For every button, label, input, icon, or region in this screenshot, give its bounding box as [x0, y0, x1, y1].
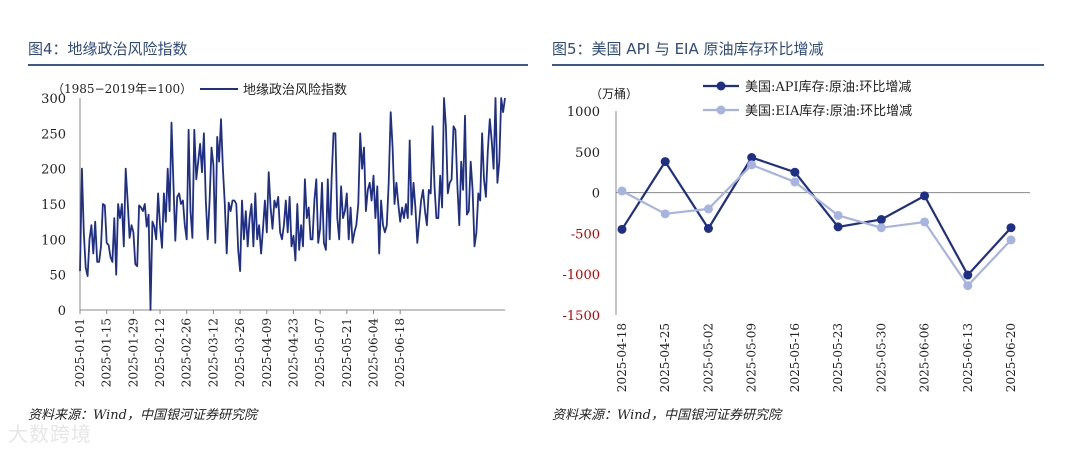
left-x-tick-label: 2025-06-18 — [393, 318, 407, 387]
left-x-tick-label: 2025-05-21 — [340, 318, 354, 387]
right-legend-label-1: 美国:API库存:原油:环比增减 — [745, 79, 911, 95]
right-x-tick-label: 2025-05-16 — [788, 323, 802, 392]
right-series-2-point — [703, 204, 713, 214]
right-series-line-2 — [621, 163, 1012, 288]
right-x-tick-label: 2025-05-30 — [874, 323, 888, 392]
watermark: 大数跨境 — [8, 422, 92, 446]
right-series-1-point — [833, 222, 843, 232]
right-series-1-point — [703, 224, 713, 234]
right-legend-label-2: 美国:EIA库存:原油:环比增减 — [745, 103, 912, 119]
right-series-1-point — [920, 191, 930, 201]
right-series-1-point — [1006, 223, 1016, 233]
right-series-line-1 — [621, 156, 1012, 277]
left-source-note: 资料来源：Wind，中国银河证券研究院 — [28, 408, 257, 423]
right-y-tick-label: -1000 — [563, 268, 600, 283]
left-y-tick-label: 50 — [49, 269, 66, 284]
right-x-tick-label: 2025-05-09 — [745, 323, 759, 392]
left-series-line — [79, 97, 506, 311]
right-legend-marker-2 — [716, 105, 726, 115]
left-x-tick-label: 2025-04-23 — [286, 318, 300, 387]
right-y-tick-label: -500 — [571, 227, 600, 242]
left-y-tick-label: 0 — [58, 304, 66, 319]
right-series-1-point — [963, 270, 973, 280]
right-y-tick-label: 500 — [575, 146, 600, 161]
right-series-1-point — [790, 167, 800, 177]
right-title-rule — [552, 64, 1044, 66]
left-y-tick-label: 150 — [41, 198, 66, 213]
right-chart-title: 图5：美国 API 与 EIA 原油库存环比增减 — [552, 40, 824, 58]
right-series-2-point — [963, 281, 973, 291]
right-series-1-point — [617, 224, 627, 234]
right-series-1-point — [876, 215, 886, 225]
left-x-tick-label: 2025-01-29 — [126, 318, 140, 387]
left-x-tick-label: 2025-03-12 — [206, 318, 220, 387]
left-x-tick-label: 2025-05-07 — [313, 318, 327, 387]
left-y-tick-label: 100 — [41, 233, 66, 248]
right-series-1-point — [660, 157, 670, 167]
right-series-2-point — [876, 223, 886, 233]
right-series-2-point — [920, 217, 930, 227]
left-x-tick-label: 2025-06-04 — [366, 318, 380, 388]
right-x-tick-label: 2025-04-25 — [658, 323, 672, 392]
right-y-tick-label: 0 — [592, 187, 600, 202]
right-x-tick-label: 2025-04-18 — [615, 323, 629, 392]
right-series-2-point — [660, 209, 670, 219]
left-x-tick-label: 2025-02-26 — [180, 318, 194, 387]
left-y-tick-label: 300 — [41, 92, 66, 107]
right-series-2-point — [833, 210, 843, 220]
right-series-1-point — [747, 153, 757, 163]
left-x-tick-label: 2025-01-01 — [73, 318, 87, 387]
right-x-tick-label: 2025-06-20 — [1004, 323, 1018, 392]
right-series-2-point — [1006, 235, 1016, 245]
left-x-tick-label: 2025-04-09 — [260, 318, 274, 387]
right-series-2-point — [617, 186, 627, 196]
right-series-2-point — [747, 160, 757, 170]
right-legend-marker-1 — [716, 81, 726, 91]
left-chart-title: 图4：地缘政治风险指数 — [28, 40, 188, 58]
right-x-tick-label: 2025-05-23 — [831, 323, 845, 392]
right-x-tick-label: 2025-06-06 — [918, 323, 932, 392]
right-unit-note: （万桶） — [590, 86, 638, 101]
right-x-tick-label: 2025-06-13 — [961, 323, 975, 392]
right-x-tick-label: 2025-05-02 — [701, 323, 715, 392]
right-source-note: 资料来源：Wind，中国银河证券研究院 — [552, 408, 781, 423]
left-x-tick-label: 2025-03-26 — [233, 318, 247, 387]
left-y-tick-label: 250 — [41, 127, 66, 142]
left-title-rule — [28, 64, 528, 66]
left-legend-label: 地缘政治风险指数 — [243, 83, 347, 98]
left-x-tick-label: 2025-02-12 — [153, 318, 167, 387]
left-x-tick-label: 2025-01-15 — [100, 318, 114, 387]
right-y-tick-label: -1500 — [563, 309, 600, 324]
right-series-2-point — [790, 177, 800, 187]
left-unit-note: （1985−2019年=100） — [52, 82, 192, 96]
right-y-tick-label: 1000 — [567, 105, 600, 120]
left-y-tick-label: 200 — [41, 163, 66, 178]
